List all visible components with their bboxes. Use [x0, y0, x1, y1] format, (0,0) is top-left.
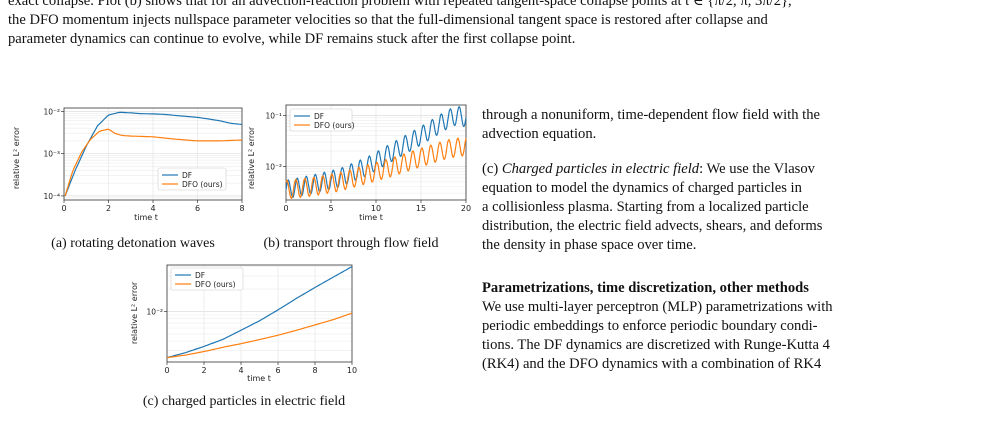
x-tick-label: 6 [275, 366, 280, 375]
x-tick-label: 0 [61, 204, 66, 213]
paragraph-charged-particles: (c) Charged particles in electric field:… [482, 160, 978, 255]
x-tick-label: 2 [106, 204, 111, 213]
legend-label: DF [314, 112, 324, 121]
figure-a-xlabel: time t [134, 213, 158, 222]
x-tick-label: 4 [150, 204, 155, 213]
x-tick-label: 5 [328, 204, 333, 213]
top-text-line-2: the DFO momentum injects nullspace param… [8, 12, 768, 28]
p2-line-5: the density in phase space over time. [482, 237, 697, 253]
series-line-df [64, 111, 243, 197]
figure-c-ylabel: relative L² error [130, 281, 139, 344]
x-tick-label: 4 [238, 366, 243, 375]
p3-line-4: (RK4) and the DFO dynamics with a combin… [482, 356, 822, 372]
y-tick-label: 10⁻² [43, 107, 60, 116]
p3-line-3: tions. The DF dynamics are discretized w… [482, 337, 830, 353]
series-line-dfo [285, 137, 467, 200]
y-tick-label: 10⁻⁴ [43, 192, 60, 201]
p2-emphasis: Charged particles in electric field [501, 161, 700, 177]
series-line-df [285, 105, 467, 199]
p2-line-2: equation to model the dynamics of charge… [482, 180, 802, 196]
x-tick-label: 10 [347, 366, 357, 375]
x-tick-label: 0 [283, 204, 288, 213]
x-tick-label: 10 [371, 204, 381, 213]
x-tick-label: 2 [201, 366, 206, 375]
figure-b-xlabel: time t [359, 213, 383, 222]
section-heading: Parametrizations, time discretization, o… [482, 280, 809, 296]
x-tick-label: 8 [239, 204, 244, 213]
x-tick-label: 0 [164, 366, 169, 375]
figure-c-xlabel: time t [247, 374, 271, 383]
x-tick-label: 6 [195, 204, 200, 213]
p3-line-1: We use multi-layer perceptron (MLP) para… [482, 299, 833, 315]
p2-line-4: distribution, the electric field advects… [482, 218, 823, 234]
p2-suffix: : We use the Vlasov [699, 161, 815, 177]
legend-label: DFO (ours) [314, 121, 355, 130]
figure-c-caption: (c) charged particles in electric field [142, 394, 346, 409]
p2-line-3: a collisionless plasma. Starting from a … [482, 199, 809, 215]
figure-a-caption: (a) rotating detonation waves [51, 236, 215, 251]
right-column: through a nonuniform, time-dependent flo… [482, 106, 978, 374]
legend-label: DF [195, 271, 205, 280]
paragraph-flow-field: through a nonuniform, time-dependent flo… [482, 106, 978, 144]
x-tick-label: 20 [461, 204, 471, 213]
y-tick-label: 10⁻³ [43, 150, 60, 159]
y-tick-label: 10⁻¹ [265, 111, 282, 120]
figure-a-ylabel: relative L² error [12, 126, 21, 189]
top-text-block: exact collapse. Plot (b) shows that for … [8, 0, 980, 49]
top-text-line-1: exact collapse. Plot (b) shows that for … [8, 0, 792, 9]
x-tick-label: 15 [416, 204, 426, 213]
legend-label: DFO (ours) [182, 180, 223, 189]
paragraph-parametrizations: Parametrizations, time discretization, o… [482, 279, 978, 374]
p1-line-2: advection equation. [482, 126, 597, 142]
legend-label: DF [182, 171, 192, 180]
p1-line-1: through a nonuniform, time-dependent flo… [482, 107, 821, 123]
top-text-line-3: parameter dynamics can continue to evolv… [8, 31, 576, 47]
series-line-dfo [64, 128, 243, 197]
y-tick-label: 10⁻² [146, 307, 163, 316]
legend-label: DFO (ours) [195, 280, 236, 289]
figure-b-ylabel: relative L² error [247, 126, 256, 189]
x-tick-label: 8 [312, 366, 317, 375]
series-line-dfo [166, 312, 353, 359]
series-line-df [166, 266, 353, 359]
p2-line-1: (c) Charged particles in electric field:… [482, 160, 978, 179]
y-tick-label: 10⁻² [265, 162, 282, 171]
p3-line-2: periodic embeddings to enforce periodic … [482, 318, 818, 334]
figure-b-caption: (b) transport through flow field [263, 236, 439, 251]
p2-prefix: (c) [482, 161, 502, 177]
